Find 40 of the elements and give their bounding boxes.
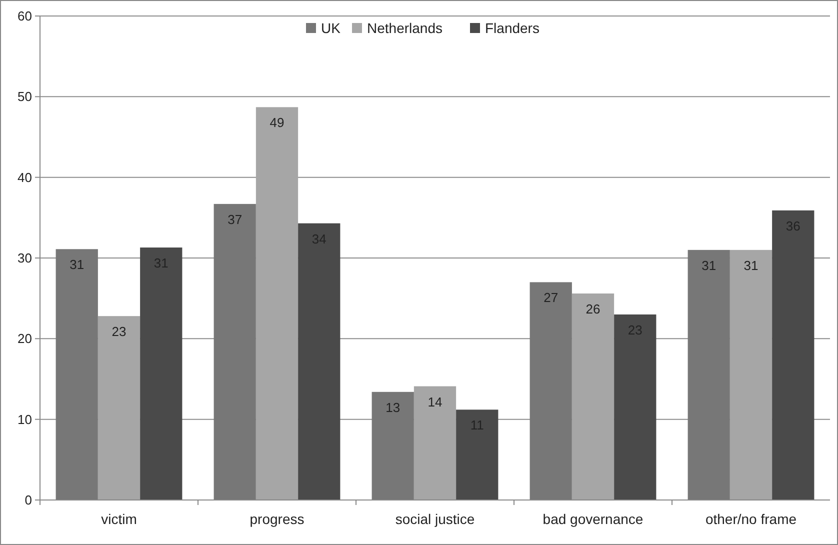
bar (298, 223, 340, 500)
data-label: 23 (112, 324, 126, 340)
bar (772, 210, 814, 500)
data-label: 31 (70, 257, 84, 272)
data-label: 31 (702, 258, 716, 273)
bar (98, 316, 140, 500)
data-label: 37 (228, 212, 242, 227)
data-label: 13 (386, 400, 400, 415)
y-tick-label: 30 (18, 250, 32, 266)
bar (572, 293, 614, 500)
x-tick-label: progress (250, 511, 304, 527)
y-tick-label: 40 (18, 170, 32, 185)
data-label: 14 (428, 394, 442, 410)
data-label: 27 (544, 290, 558, 306)
y-tick-label: 0 (24, 492, 32, 508)
bar (256, 107, 298, 500)
bar (688, 250, 730, 500)
data-label: 26 (586, 301, 600, 316)
bar (730, 250, 772, 500)
data-label: 49 (270, 115, 284, 130)
bar (140, 248, 182, 500)
x-tick-label: social justice (395, 511, 475, 527)
y-tick-label: 20 (18, 331, 32, 346)
y-tick-label: 60 (18, 8, 32, 24)
y-tick-label: 10 (18, 412, 32, 427)
x-tick-label: victim (101, 511, 137, 527)
legend-label: UK (321, 20, 342, 36)
bar (56, 249, 98, 500)
bar (456, 410, 498, 500)
y-tick-label: 50 (18, 89, 32, 104)
bar (372, 392, 414, 500)
bar (214, 204, 256, 500)
data-label: 31 (744, 258, 758, 273)
x-tick-label: other/no frame (705, 511, 797, 527)
legend-label: Flanders (485, 20, 540, 36)
bar (414, 386, 456, 500)
legend-label: Netherlands (367, 20, 442, 36)
bar (614, 314, 656, 500)
bar (530, 282, 572, 500)
x-tick-label: bad governance (542, 511, 644, 527)
